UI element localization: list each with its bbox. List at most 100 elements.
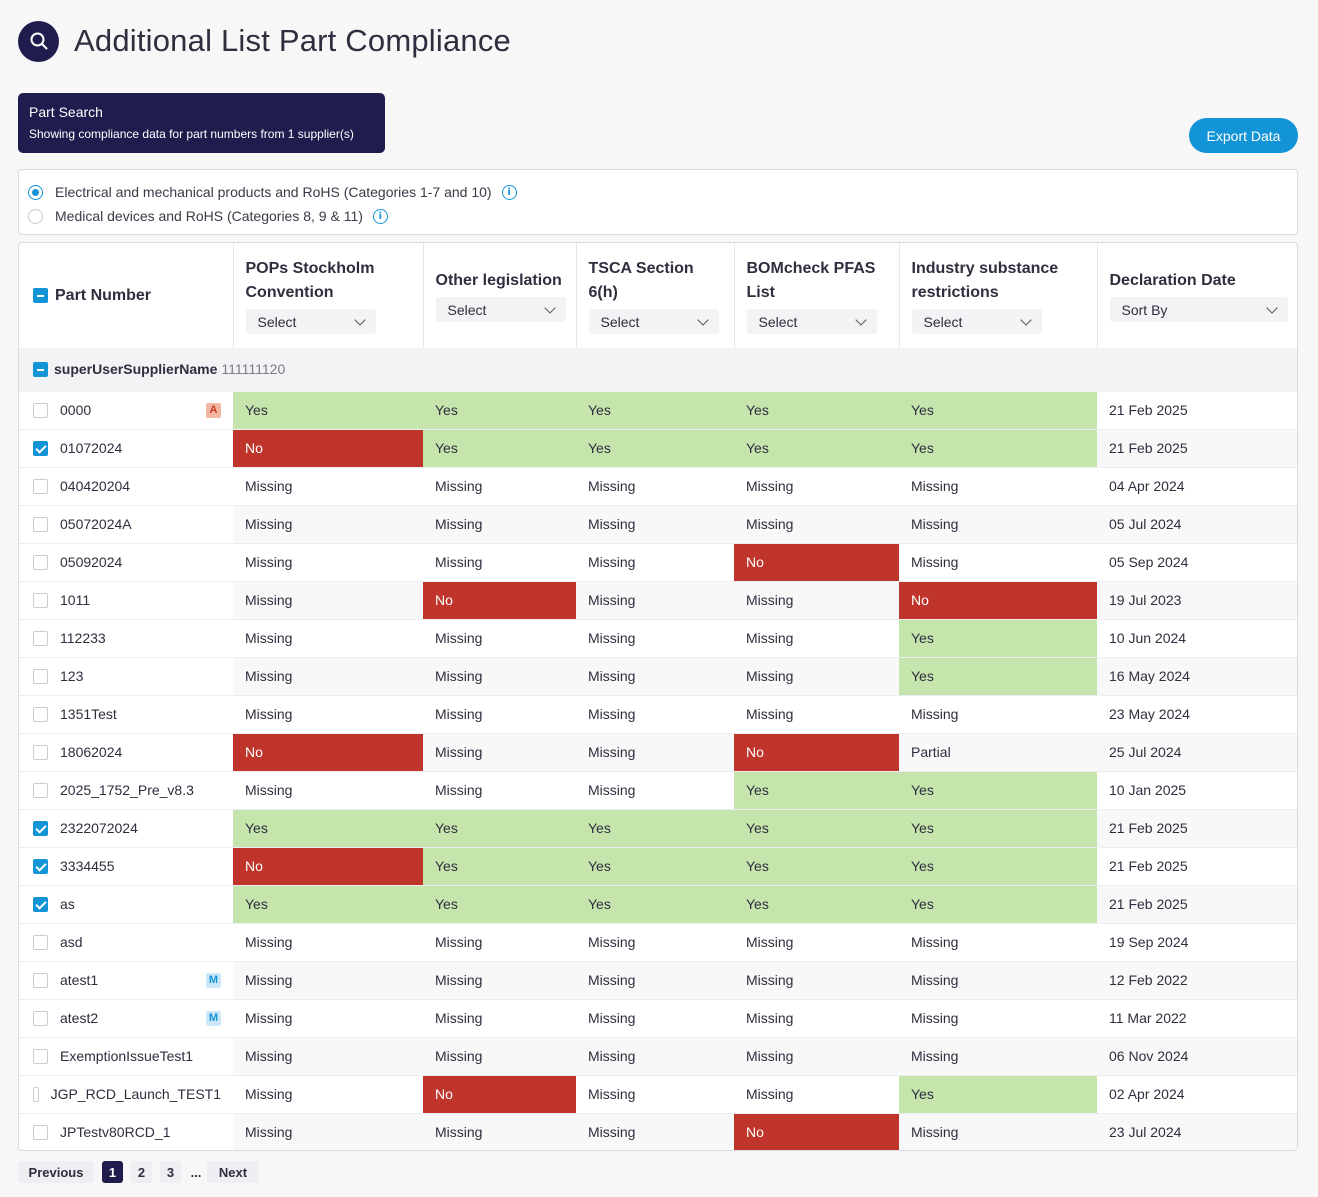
- industry-status-cell[interactable]: Yes: [899, 846, 1097, 885]
- other-status-cell[interactable]: Missing: [423, 542, 576, 581]
- other-status-cell[interactable]: Yes: [423, 808, 576, 847]
- radio-electrical[interactable]: [28, 184, 43, 200]
- row-checkbox[interactable]: [33, 858, 48, 874]
- pfas-status-cell[interactable]: Missing: [734, 694, 899, 733]
- pfas-status-cell[interactable]: Missing: [734, 1074, 899, 1113]
- tsca-status-cell[interactable]: Missing: [576, 694, 734, 733]
- part-number-label[interactable]: 112233: [60, 630, 106, 646]
- row-checkbox[interactable]: [33, 706, 48, 722]
- other-status-cell[interactable]: Missing: [423, 770, 576, 809]
- table-row[interactable]: atest1 M Missing Missing Missing Missing Missi…: [19, 960, 1297, 999]
- table-row[interactable]: 2322072024 Yes Yes Yes Yes Yes 21 Feb 2025: [19, 808, 1297, 847]
- row-checkbox[interactable]: [33, 744, 48, 760]
- tsca-status-cell[interactable]: Yes: [576, 390, 734, 429]
- part-number-label[interactable]: ExemptionIssueTest1: [60, 1048, 194, 1064]
- tsca-status-cell[interactable]: Missing: [576, 656, 734, 695]
- pfas-status-cell[interactable]: Missing: [734, 960, 899, 999]
- industry-status-cell[interactable]: Yes: [899, 808, 1097, 847]
- other-status-cell[interactable]: Missing: [423, 618, 576, 657]
- other-status-cell[interactable]: Missing: [423, 1036, 576, 1075]
- tsca-status-cell[interactable]: Missing: [576, 1036, 734, 1075]
- row-checkbox[interactable]: [33, 478, 48, 494]
- pops-status-cell[interactable]: Missing: [233, 618, 423, 657]
- table-row[interactable]: JPTestv80RCD_1 Missing Missing Missing No Mis…: [19, 1112, 1297, 1150]
- part-number-label[interactable]: 040420204: [60, 478, 131, 494]
- row-checkbox[interactable]: [33, 630, 48, 646]
- tsca-filter-dropdown[interactable]: Select: [588, 309, 719, 334]
- tsca-status-cell[interactable]: Yes: [576, 808, 734, 847]
- industry-status-cell[interactable]: No: [899, 580, 1097, 619]
- supplier-group-row[interactable]: superUserSupplierName 111111120: [19, 348, 1297, 391]
- tsca-status-cell[interactable]: Yes: [576, 428, 734, 467]
- part-number-label[interactable]: 05072024A: [60, 516, 132, 532]
- table-row[interactable]: 1011 Missing No Missing Missing No 19 Jul 2023: [19, 580, 1297, 619]
- table-row[interactable]: 01072024 No Yes Yes Yes Yes 21 Feb 2025: [19, 428, 1297, 467]
- other-status-cell[interactable]: Missing: [423, 656, 576, 695]
- search-icon[interactable]: [18, 20, 59, 62]
- part-number-label[interactable]: 123: [60, 668, 84, 684]
- table-row[interactable]: 05092024 Missing Missing Missing No Missing 05…: [19, 542, 1297, 581]
- part-number-label[interactable]: 3334455: [60, 858, 115, 874]
- other-status-cell[interactable]: Yes: [423, 884, 576, 923]
- pops-status-cell[interactable]: Missing: [233, 542, 423, 581]
- part-number-label[interactable]: 1011: [60, 592, 91, 608]
- pfas-status-cell[interactable]: Yes: [734, 884, 899, 923]
- pops-status-cell[interactable]: Missing: [233, 656, 423, 695]
- tsca-status-cell[interactable]: Missing: [576, 732, 734, 771]
- manual-tag-icon[interactable]: M: [206, 1010, 221, 1026]
- category-option-medical[interactable]: Medical devices and RoHS (Categories 8, …: [19, 204, 1297, 228]
- pops-status-cell[interactable]: Yes: [233, 390, 423, 429]
- industry-status-cell[interactable]: Yes: [899, 770, 1097, 809]
- table-row[interactable]: 0000 A Yes Yes Yes Yes Yes 21 Feb 2025: [19, 390, 1297, 429]
- table-row[interactable]: 1351Test Missing Missing Missing Missing Miss…: [19, 694, 1297, 733]
- industry-status-cell[interactable]: Missing: [899, 998, 1097, 1037]
- table-row[interactable]: 040420204 Missing Missing Missing Missing Mis…: [19, 466, 1297, 505]
- industry-status-cell[interactable]: Missing: [899, 922, 1097, 961]
- pops-status-cell[interactable]: Missing: [233, 466, 423, 505]
- other-status-cell[interactable]: No: [423, 1074, 576, 1113]
- pops-status-cell[interactable]: Missing: [233, 770, 423, 809]
- industry-status-cell[interactable]: Yes: [899, 618, 1097, 657]
- info-icon[interactable]: i: [372, 208, 388, 224]
- part-number-label[interactable]: 01072024: [60, 440, 123, 456]
- other-status-cell[interactable]: Missing: [423, 466, 576, 505]
- pfas-status-cell[interactable]: Missing: [734, 922, 899, 961]
- part-number-label[interactable]: as: [60, 896, 75, 912]
- other-status-cell[interactable]: Yes: [423, 428, 576, 467]
- table-row[interactable]: asd Missing Missing Missing Missing Missing 19…: [19, 922, 1297, 961]
- row-checkbox[interactable]: [33, 934, 48, 950]
- row-checkbox[interactable]: [33, 1086, 39, 1102]
- other-status-cell[interactable]: Missing: [423, 694, 576, 733]
- pfas-status-cell[interactable]: Missing: [734, 998, 899, 1037]
- pops-filter-dropdown[interactable]: Select: [245, 309, 376, 334]
- row-checkbox[interactable]: [33, 820, 48, 836]
- row-checkbox[interactable]: [33, 1048, 48, 1064]
- industry-filter-dropdown[interactable]: Select: [911, 309, 1042, 334]
- part-number-label[interactable]: 2322072024: [60, 820, 138, 836]
- industry-status-cell[interactable]: Missing: [899, 542, 1097, 581]
- other-status-cell[interactable]: Missing: [423, 960, 576, 999]
- other-filter-dropdown[interactable]: Select: [435, 297, 566, 322]
- pops-status-cell[interactable]: Missing: [233, 922, 423, 961]
- part-number-label[interactable]: 05092024: [60, 554, 123, 570]
- row-checkbox[interactable]: [33, 440, 48, 456]
- pops-status-cell[interactable]: No: [233, 846, 423, 885]
- row-checkbox[interactable]: [33, 896, 48, 912]
- table-row[interactable]: atest2 M Missing Missing Missing Missing Missi…: [19, 998, 1297, 1037]
- supplier-group-checkbox[interactable]: [33, 361, 48, 377]
- tsca-status-cell[interactable]: Missing: [576, 960, 734, 999]
- part-number-label[interactable]: atest2: [60, 1010, 99, 1026]
- other-status-cell[interactable]: Missing: [423, 1112, 576, 1150]
- industry-status-cell[interactable]: Missing: [899, 1036, 1097, 1075]
- row-checkbox[interactable]: [33, 402, 48, 418]
- table-row[interactable]: ExemptionIssueTest1 Missing Missing Missing…: [19, 1036, 1297, 1075]
- row-checkbox[interactable]: [33, 592, 48, 608]
- page-button-1[interactable]: 1: [102, 1161, 123, 1183]
- page-button-3[interactable]: 3: [160, 1161, 181, 1183]
- pfas-status-cell[interactable]: No: [734, 542, 899, 581]
- tsca-status-cell[interactable]: Missing: [576, 504, 734, 543]
- pfas-status-cell[interactable]: Yes: [734, 846, 899, 885]
- row-checkbox[interactable]: [33, 668, 48, 684]
- pops-status-cell[interactable]: No: [233, 428, 423, 467]
- pops-status-cell[interactable]: Missing: [233, 960, 423, 999]
